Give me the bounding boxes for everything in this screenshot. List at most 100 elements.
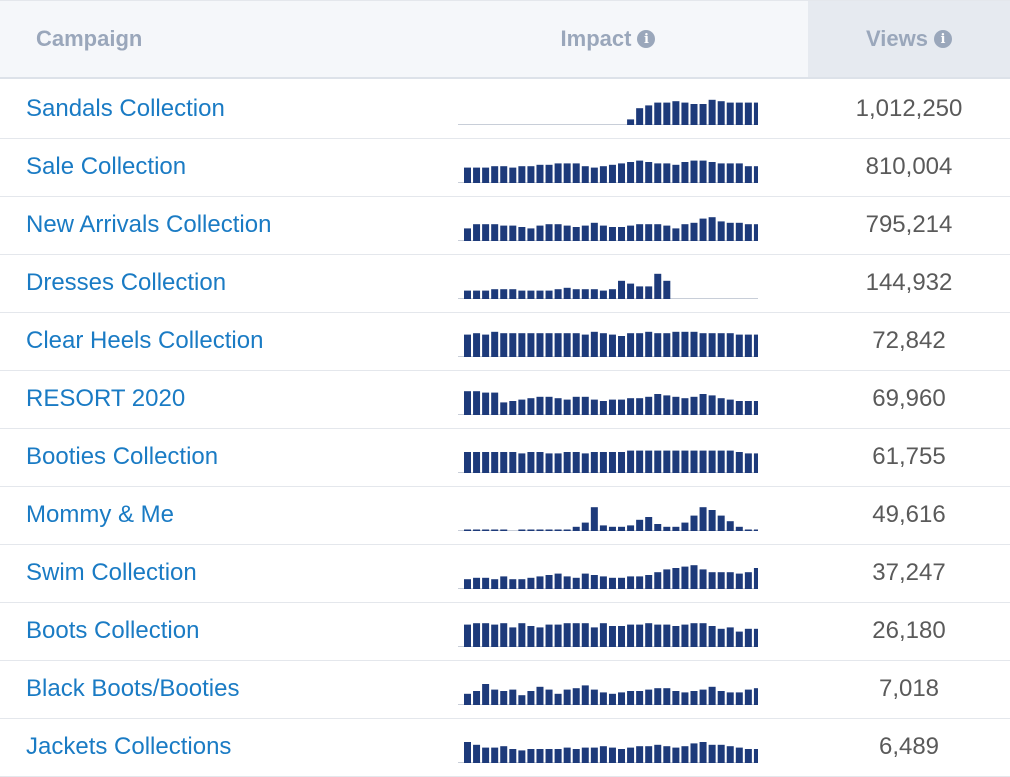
sparkline-bar (690, 565, 698, 589)
sparkline-bar (744, 401, 752, 415)
campaign-link[interactable]: Mommy & Me (26, 501, 175, 528)
sparkline-bar (518, 399, 526, 415)
views-value: 61,755 (872, 443, 946, 470)
sparkline-bar (473, 391, 481, 415)
sparkline-bar (663, 280, 671, 299)
sparkline-bar (654, 524, 662, 531)
sparkline-bar (636, 160, 644, 183)
sparkline-bar (654, 163, 662, 183)
sparkline-bar (717, 101, 725, 125)
sparkline-bar (608, 399, 616, 415)
sparkline-bar (563, 225, 571, 241)
sparkline-bar (572, 749, 580, 763)
sparkline-bar (509, 627, 517, 647)
sparkline-bar (717, 163, 725, 183)
campaign-link[interactable]: Jackets Collections (26, 733, 232, 760)
views-value: 26,180 (872, 617, 946, 644)
sparkline-bar (753, 224, 758, 241)
sparkline-bar (708, 510, 716, 531)
campaign-link[interactable]: Boots Collection (26, 617, 200, 644)
campaign-link[interactable]: Swim Collection (26, 559, 197, 586)
sparkline-bar (681, 566, 689, 589)
sparkline-bar (545, 749, 553, 763)
sparkline-bar (518, 750, 526, 763)
sparkline-bar (599, 623, 607, 647)
sparkline-bar (717, 515, 725, 531)
sparkline-bar (473, 744, 481, 763)
sparkline-bar (618, 336, 626, 357)
views-value: 6,489 (878, 733, 940, 760)
sparkline-bar (645, 450, 653, 473)
sparkline-bar (500, 225, 508, 241)
sparkline-bar (627, 225, 635, 241)
sparkline-bar (554, 749, 562, 763)
campaign-link[interactable]: Sale Collection (26, 153, 187, 180)
campaign-link[interactable]: Clear Heels Collection (26, 327, 264, 354)
sparkline-bar (699, 333, 707, 357)
campaign-link[interactable]: Dresses Collection (26, 269, 227, 296)
sparkline-bar (500, 576, 508, 589)
sparkline-bar (753, 628, 758, 647)
sparkline-bar (563, 689, 571, 705)
views-column-header[interactable]: Views i (808, 1, 1010, 77)
sparkline-bar (717, 333, 725, 357)
sparkline-bar (672, 691, 680, 705)
sparkline-bar (545, 689, 553, 705)
sparkline-bar (744, 224, 752, 241)
sparkline-bar (654, 744, 662, 763)
sparkline-bar (581, 685, 589, 705)
campaign-column-header[interactable]: Campaign (36, 1, 142, 77)
sparkline-bar (744, 529, 752, 531)
sparkline-bar (636, 333, 644, 357)
sparkline-bar (581, 166, 589, 183)
sparkline-bar (491, 289, 499, 299)
campaign-link[interactable]: RESORT 2020 (26, 385, 186, 412)
sparkline-bar (572, 526, 580, 531)
sparkline-bar (717, 221, 725, 241)
sparkline-bar (563, 287, 571, 299)
impact-column-header[interactable]: Impact i (458, 1, 758, 77)
campaign-link[interactable]: Black Boots/Booties (26, 675, 240, 702)
table-row: Booties Collection 61,755 (0, 429, 1010, 487)
sparkline-bar (735, 163, 743, 183)
campaign-link[interactable]: Sandals Collection (26, 95, 225, 122)
sparkline-bar (681, 224, 689, 241)
sparkline-bar (491, 529, 499, 531)
sparkline-bar (708, 217, 716, 241)
sparkline-bar (627, 691, 635, 705)
sparkline-bar (572, 163, 580, 183)
sparkline-bar (753, 453, 758, 473)
sparkline-bar (590, 507, 598, 531)
sparkline-bar (645, 331, 653, 357)
sparkline-bar (572, 396, 580, 415)
sparkline-bar (491, 166, 499, 183)
sparkline-bar (618, 626, 626, 647)
impact-sparkline (458, 507, 758, 531)
impact-info-icon[interactable]: i (637, 30, 656, 48)
sparkline-bar (527, 228, 535, 241)
campaign-link[interactable]: Booties Collection (26, 443, 219, 470)
sparkline-bar (717, 744, 725, 763)
sparkline-bar (581, 573, 589, 589)
sparkline-bar (726, 333, 734, 357)
sparkline-bar (717, 628, 725, 647)
sparkline-bar (554, 333, 562, 357)
sparkline-bar (581, 747, 589, 763)
views-value: 810,004 (865, 153, 953, 180)
sparkline-bar (563, 747, 571, 763)
sparkline-bar (509, 333, 517, 357)
sparkline-bar (527, 452, 535, 473)
sparkline-bar (618, 163, 626, 183)
sparkline-bar (590, 452, 598, 473)
sparkline-bar (618, 227, 626, 241)
campaign-link[interactable]: New Arrivals Collection (26, 211, 272, 238)
sparkline-bar (545, 290, 553, 299)
sparkline-bar (509, 167, 517, 183)
sparkline-bar (500, 333, 508, 357)
sparkline-bar (753, 688, 758, 705)
sparkline-bar (618, 749, 626, 763)
sparkline-bar (690, 691, 698, 705)
views-info-icon[interactable]: i (933, 30, 952, 48)
sparkline-bar (636, 224, 644, 241)
